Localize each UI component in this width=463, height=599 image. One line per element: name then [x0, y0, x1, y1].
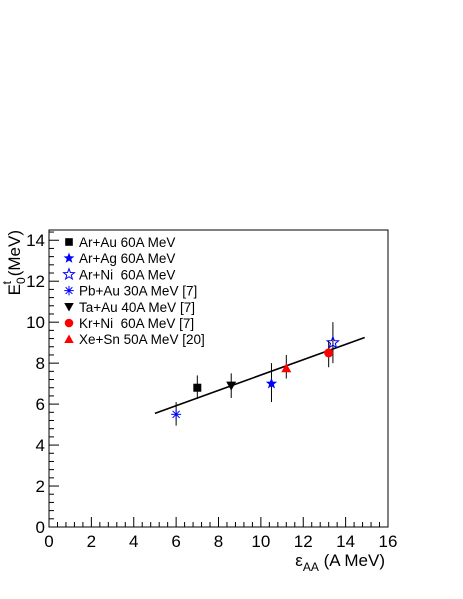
legend-marker: [64, 334, 74, 343]
data-point: [324, 348, 334, 358]
legend-label: Kr+Ni 60A MeV [7]: [79, 316, 194, 331]
y-tick-label: 8: [36, 354, 45, 373]
data-point: [265, 377, 278, 389]
legend-marker: [64, 303, 74, 312]
y-tick-label: 6: [36, 395, 45, 414]
legend-marker: [64, 285, 74, 296]
y-tick-label: 0: [36, 518, 45, 537]
y-tick-label: 2: [36, 477, 45, 496]
legend-label: Ar+Ni 60A MeV: [79, 267, 175, 282]
y-tick-label: 12: [26, 272, 45, 291]
legend-marker: [62, 267, 76, 281]
x-tick-label: 14: [336, 532, 355, 551]
data-point: [193, 383, 202, 392]
x-axis-title: εAA (A MeV): [295, 551, 385, 574]
legend-label: Ar+Au 60A MeV: [79, 235, 175, 250]
x-tick-label: 8: [214, 532, 223, 551]
legend-label: Ar+Ag 60A MeV: [79, 251, 175, 266]
x-tick-label: 12: [294, 532, 313, 551]
y-tick-label: 10: [26, 313, 45, 332]
x-tick-label: 4: [129, 532, 138, 551]
legend-marker: [64, 318, 74, 328]
x-tick-label: 2: [87, 532, 96, 551]
legend-label: Xe+Sn 50A MeV [20]: [79, 332, 205, 347]
x-tick-label: 6: [171, 532, 180, 551]
x-tick-label: 0: [44, 532, 53, 551]
y-axis-title: E0t (MeV): [0, 230, 28, 295]
legend-label: Pb+Au 30A MeV [7]: [79, 284, 197, 299]
legend-label: Ta+Au 40A MeV [7]: [79, 300, 195, 315]
legend-marker: [65, 238, 73, 246]
data-point: [171, 409, 182, 420]
legend-marker: [63, 252, 75, 263]
data-point: [281, 363, 292, 373]
x-tick-label: 10: [251, 532, 270, 551]
data-point: [226, 381, 237, 391]
y-tick-label: 4: [36, 436, 45, 455]
y-tick-label: 14: [26, 231, 45, 250]
x-tick-label: 16: [379, 532, 398, 551]
